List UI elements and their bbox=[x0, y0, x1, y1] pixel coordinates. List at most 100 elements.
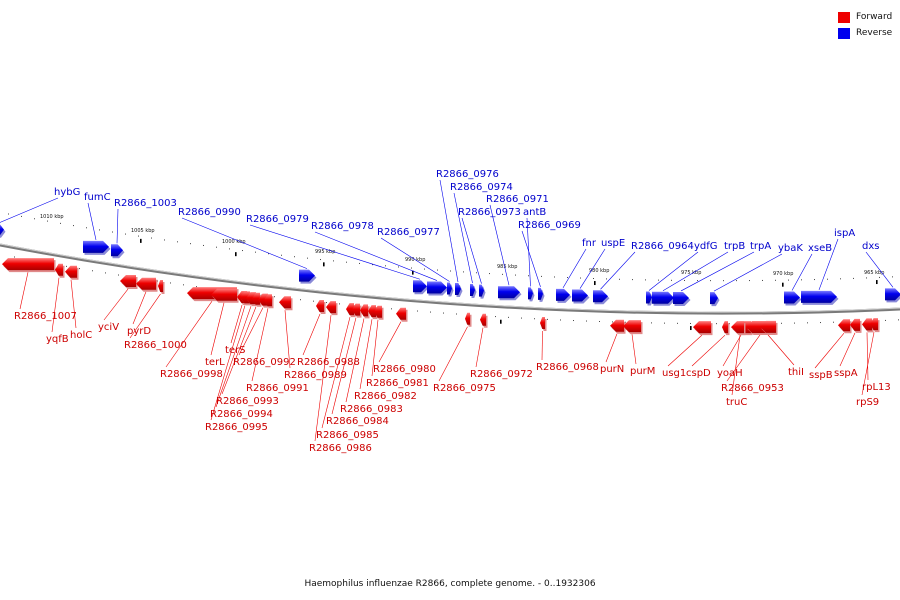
gene-r2866-0964[interactable] bbox=[593, 290, 610, 305]
gene-r2866-0988[interactable] bbox=[316, 300, 326, 315]
leader-cspd bbox=[691, 334, 726, 367]
gene-ispa[interactable] bbox=[801, 290, 839, 305]
minor-dot bbox=[820, 322, 821, 324]
gene-arrow bbox=[673, 291, 689, 304]
gene-r2866-1007[interactable] bbox=[2, 258, 56, 273]
gene-r2866-0969[interactable] bbox=[538, 287, 545, 302]
leader-ispa bbox=[818, 238, 839, 291]
gene-trpb[interactable] bbox=[652, 291, 676, 306]
leader-r2866-0990 bbox=[181, 217, 308, 269]
gene-r2866-0976[interactable] bbox=[455, 283, 463, 298]
minor-dot bbox=[892, 276, 893, 278]
gene-arrow bbox=[120, 275, 136, 288]
gene-uspe[interactable] bbox=[572, 289, 590, 304]
gene-arrow bbox=[65, 265, 77, 278]
gene-r2866-0984[interactable] bbox=[352, 303, 362, 318]
leader-ybak bbox=[713, 253, 783, 292]
gene-r2866-0980[interactable] bbox=[396, 307, 408, 322]
gene-rps9[interactable] bbox=[870, 318, 880, 333]
gene-r2866-0972[interactable] bbox=[480, 313, 488, 328]
gene-purm[interactable] bbox=[623, 320, 643, 335]
gene-fnr[interactable] bbox=[556, 288, 572, 303]
gene-arrow bbox=[528, 287, 533, 300]
leader-r2866-0978 bbox=[314, 231, 438, 281]
major-tick bbox=[690, 326, 692, 331]
leader-r2866-0969 bbox=[521, 230, 541, 287]
minor-dot bbox=[697, 280, 698, 282]
gene-r2866-1003[interactable] bbox=[111, 244, 125, 259]
tick-label-1010-kbp: 1010 kbp bbox=[40, 214, 64, 220]
gene-fumc[interactable] bbox=[83, 240, 111, 255]
gene-r2866-0974[interactable] bbox=[470, 284, 477, 299]
gene-r2866-1000[interactable] bbox=[158, 279, 165, 294]
gene-ybak[interactable] bbox=[710, 292, 720, 307]
minor-dot bbox=[216, 246, 217, 248]
minor-dot bbox=[879, 276, 880, 278]
gene-r2866-0971[interactable] bbox=[498, 286, 522, 301]
gene-purn[interactable] bbox=[610, 319, 626, 334]
label-r2866-0964: R2866_0964 bbox=[631, 241, 694, 252]
gene-sspa[interactable] bbox=[850, 318, 862, 333]
minor-dot bbox=[66, 265, 67, 267]
minor-dot bbox=[736, 280, 737, 282]
leader-holc bbox=[70, 279, 77, 329]
leader-fumc bbox=[87, 202, 97, 240]
label-r2866-0991: R2866_0991 bbox=[246, 383, 309, 394]
gene-thii[interactable] bbox=[760, 320, 778, 335]
minor-dot bbox=[424, 268, 425, 270]
minor-dot bbox=[73, 225, 74, 227]
gene-dxs[interactable] bbox=[885, 288, 900, 303]
minor-dot bbox=[541, 275, 542, 277]
minor-dot bbox=[170, 282, 171, 284]
minor-dot bbox=[885, 319, 886, 321]
label-r2866-0977: R2866_0977 bbox=[377, 227, 440, 238]
gene-sspb[interactable] bbox=[838, 319, 852, 334]
gene-arrow bbox=[838, 319, 850, 332]
minor-dot bbox=[684, 279, 685, 281]
leader-r2866-0985 bbox=[321, 317, 351, 429]
gene-pyrd[interactable] bbox=[136, 277, 158, 292]
leader-r2866-0973 bbox=[461, 217, 482, 284]
gene-terl[interactable] bbox=[211, 288, 239, 303]
gene-yciv[interactable] bbox=[120, 275, 138, 290]
gene-r2866-0991[interactable] bbox=[264, 294, 274, 309]
gene-cspd[interactable] bbox=[722, 321, 730, 336]
gene-r2866-0968[interactable] bbox=[540, 316, 547, 331]
label-r2866-0984: R2866_0984 bbox=[326, 416, 389, 427]
gene-r2866-0977[interactable] bbox=[447, 282, 454, 297]
leader-ters bbox=[230, 304, 243, 344]
gene-r2866-0989[interactable] bbox=[279, 296, 293, 311]
genome-backbone bbox=[0, 243, 900, 315]
gene-r2866-0983[interactable] bbox=[360, 304, 370, 319]
gene-r2866-0975[interactable] bbox=[465, 312, 472, 327]
minor-dot bbox=[599, 320, 600, 322]
gene-hybg[interactable] bbox=[0, 224, 6, 238]
gene-r2866-0993[interactable] bbox=[252, 292, 262, 307]
minor-dot bbox=[391, 308, 392, 310]
gene-arrow bbox=[346, 303, 354, 316]
gene-yqfb[interactable] bbox=[55, 263, 65, 278]
gene-trpa[interactable] bbox=[673, 291, 691, 306]
gene-usg1[interactable] bbox=[693, 321, 713, 336]
gene-r2866-0979[interactable] bbox=[413, 280, 429, 295]
minor-dot bbox=[794, 322, 795, 324]
gene-r2866-0986[interactable] bbox=[326, 301, 338, 316]
label-rpl13: rpL13 bbox=[862, 382, 891, 393]
minor-dot bbox=[463, 271, 464, 273]
label-r2866-0974: R2866_0974 bbox=[450, 182, 513, 193]
gene-r2866-0973[interactable] bbox=[479, 284, 486, 299]
gene-holc[interactable] bbox=[65, 265, 79, 280]
gene-r2866-0978[interactable] bbox=[427, 281, 449, 296]
minor-dot bbox=[196, 286, 197, 288]
leader-r2866-0998 bbox=[165, 300, 213, 368]
gene-r2866-0981[interactable] bbox=[374, 305, 384, 320]
gene-truc[interactable] bbox=[736, 321, 746, 336]
label-r2866-0990: R2866_0990 bbox=[178, 207, 241, 218]
gene-antb[interactable] bbox=[528, 287, 535, 302]
label-xseb: xseB bbox=[808, 243, 832, 254]
gene-xseb[interactable] bbox=[784, 291, 802, 306]
leader-fnr bbox=[562, 248, 587, 289]
leader-r2866-0964 bbox=[600, 251, 636, 290]
gene-r2866-0990[interactable] bbox=[299, 269, 317, 284]
leader-purm bbox=[631, 334, 637, 365]
